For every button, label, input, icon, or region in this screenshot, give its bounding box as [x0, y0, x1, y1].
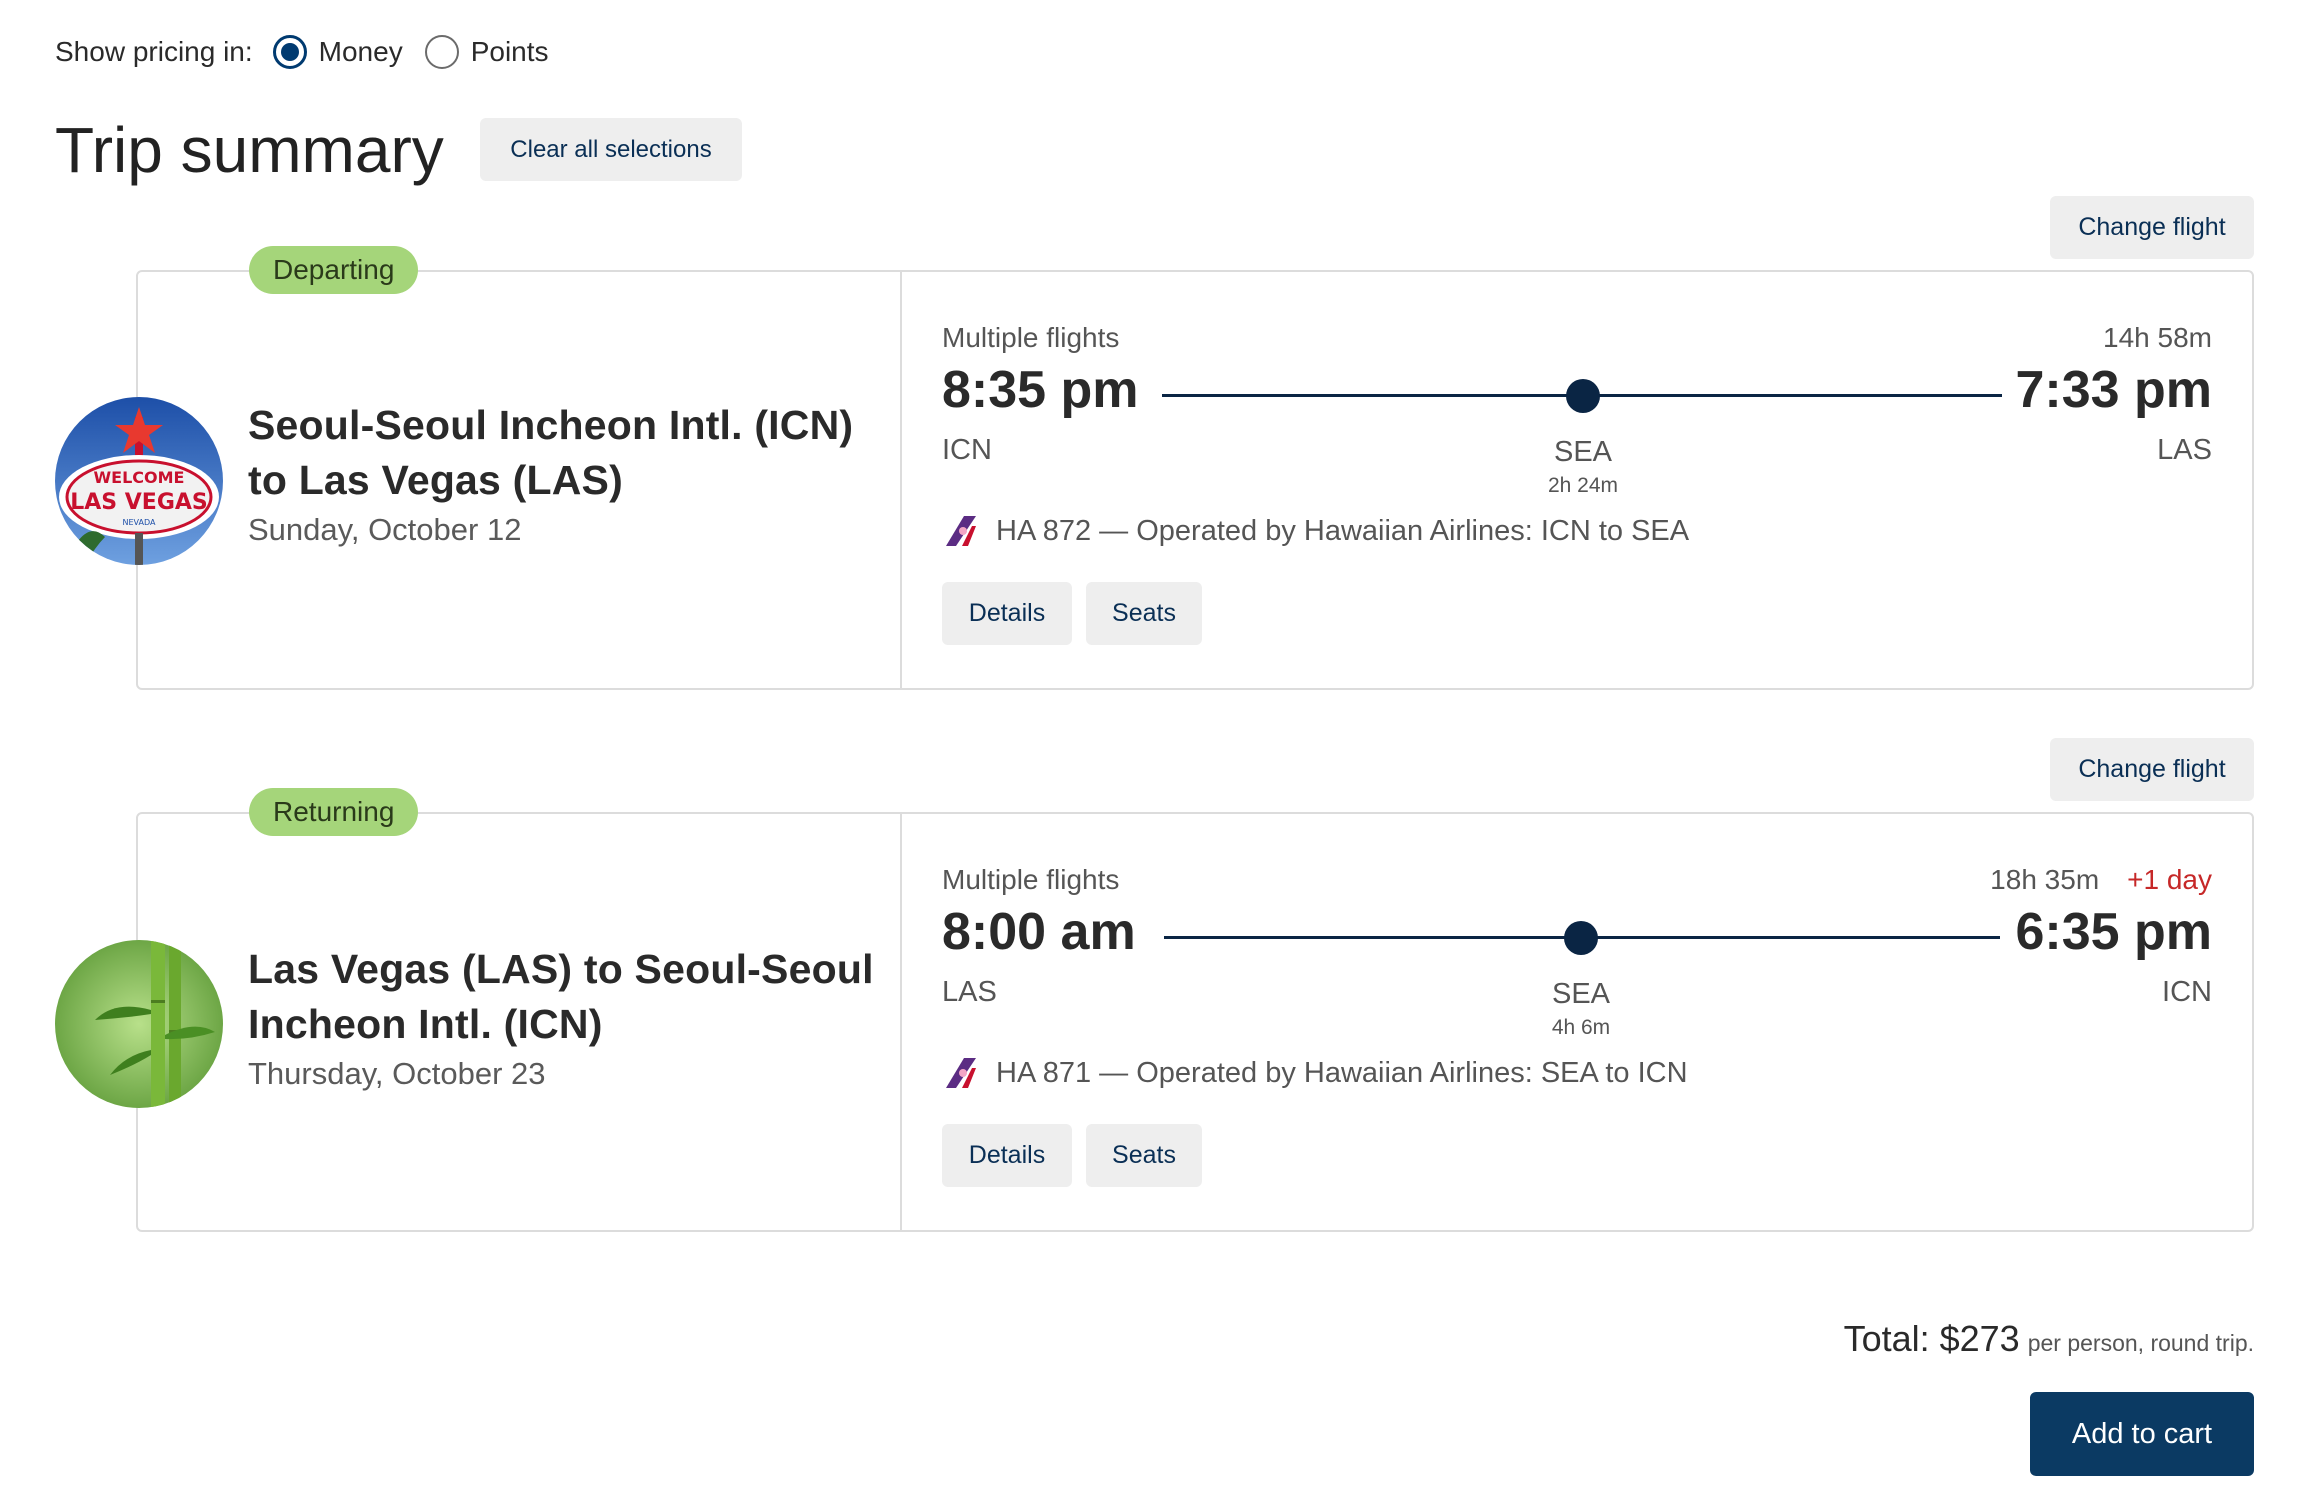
returning-date: Thursday, October 23 [248, 1056, 546, 1091]
returning-route-title: Las Vegas (LAS) to Seoul-Seoul Incheon I… [248, 946, 874, 1047]
departure-airport-code: LAS [942, 976, 997, 1008]
card-divider [900, 814, 902, 1230]
stop-airport-code: SEA [1553, 436, 1613, 468]
trip-total: Total: $273 per person, round trip. [1844, 1318, 2254, 1360]
departing-badge: Departing [249, 246, 419, 294]
add-to-cart-button[interactable]: Add to cart [2030, 1392, 2254, 1476]
operated-by: HA 872 — Operated by Hawaiian Airlines: … [942, 514, 1689, 548]
departure-time: 8:00 am [942, 903, 1136, 961]
svg-text:LAS VEGAS: LAS VEGAS [70, 490, 208, 515]
page-title: Trip summary [55, 114, 444, 186]
pricing-selector: Show pricing in: Money Points [55, 30, 571, 74]
returning-seats-button[interactable]: Seats [1086, 1124, 1202, 1187]
svg-text:NEVADA: NEVADA [123, 518, 156, 527]
change-returning-flight-button[interactable]: Change flight [2050, 738, 2254, 801]
arrival-time: 6:35 pm [2015, 903, 2212, 961]
clear-selections-button[interactable]: Clear all selections [480, 118, 742, 181]
departing-date: Sunday, October 12 [248, 512, 522, 547]
pricing-label: Show pricing in: [55, 36, 253, 67]
radio-points-label[interactable]: Points [470, 36, 549, 67]
las-vegas-sign-image: WELCOME LAS VEGAS NEVADA [55, 397, 223, 565]
card-divider [900, 272, 902, 688]
layover-duration: 2h 24m [1547, 474, 1619, 497]
departure-time: 8:35 pm [942, 361, 1139, 419]
departing-flight-card: Multiple flights 14h 58m 8:35 pm 7:33 pm… [136, 270, 2254, 690]
bamboo-image [55, 940, 223, 1108]
returning-route: Las Vegas (LAS) to Seoul-Seoul Incheon I… [248, 942, 888, 1092]
departing-seats-button[interactable]: Seats [1086, 582, 1202, 645]
svg-text:WELCOME: WELCOME [94, 468, 185, 487]
layover-duration: 4h 6m [1551, 1016, 1611, 1039]
stop-dot-icon [1564, 921, 1598, 955]
radio-money-label[interactable]: Money [318, 36, 403, 67]
radio-money[interactable]: Money [272, 35, 403, 69]
hawaiian-airlines-logo-icon [946, 516, 976, 546]
total-subtext: per person, round trip. [2027, 1330, 2254, 1356]
radio-unchecked-icon[interactable] [424, 35, 459, 69]
departing-route-title: Seoul-Seoul Incheon Intl. (ICN) to Las V… [248, 402, 854, 503]
stop-airport-code: SEA [1551, 978, 1611, 1010]
radio-checked-icon[interactable] [272, 35, 307, 69]
departure-airport-code: ICN [942, 434, 992, 466]
multiple-flights-label: Multiple flights [942, 864, 1120, 895]
flight-duration: 18h 35m +1 day [1990, 864, 2212, 896]
operated-by-text: HA 872 — Operated by Hawaiian Airlines: … [996, 514, 1690, 547]
hawaiian-airlines-logo-icon [946, 1058, 976, 1088]
radio-points[interactable]: Points [424, 35, 549, 69]
returning-flight-card: Multiple flights 18h 35m +1 day 8:00 am 6… [136, 812, 2254, 1232]
arrival-time: 7:33 pm [2015, 361, 2212, 419]
total-amount: Total: $273 [1843, 1318, 2020, 1359]
returning-badge: Returning [249, 788, 419, 836]
operated-by-text: HA 871 — Operated by Hawaiian Airlines: … [996, 1056, 1688, 1089]
change-departing-flight-button[interactable]: Change flight [2050, 196, 2254, 259]
multiple-flights-label: Multiple flights [942, 322, 1120, 353]
returning-details-button[interactable]: Details [942, 1124, 1072, 1187]
departing-details-button[interactable]: Details [942, 582, 1072, 645]
flight-duration: 14h 58m [2103, 322, 2212, 353]
plus-day-indicator: +1 day [2127, 864, 2212, 895]
arrival-airport-code: ICN [2162, 976, 2212, 1008]
duration-text: 18h 35m [1990, 864, 2100, 895]
stop-dot-icon [1566, 379, 1600, 413]
departing-route: Seoul-Seoul Incheon Intl. (ICN) to Las V… [248, 398, 888, 548]
arrival-airport-code: LAS [2157, 434, 2212, 466]
operated-by: HA 871 — Operated by Hawaiian Airlines: … [942, 1056, 1688, 1090]
